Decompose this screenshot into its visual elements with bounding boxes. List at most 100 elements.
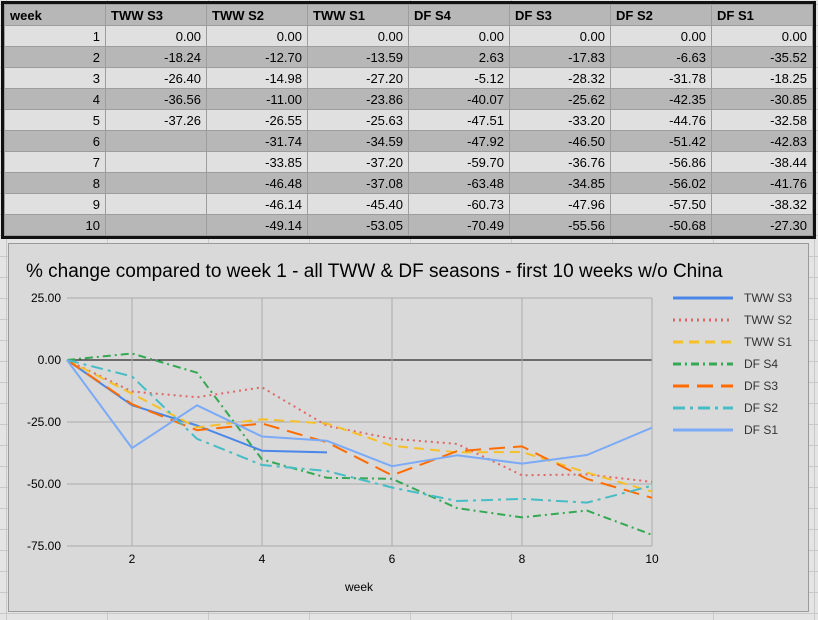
value-cell[interactable]: -42.83 <box>711 130 813 152</box>
value-cell[interactable]: 0.00 <box>610 25 712 47</box>
value-cell[interactable] <box>105 130 207 152</box>
value-cell[interactable]: -44.76 <box>610 109 712 131</box>
chart-series <box>66 352 653 536</box>
chart-grid <box>67 297 653 547</box>
column-header[interactable]: TWW S3 <box>105 4 207 26</box>
value-cell[interactable]: 0.00 <box>509 25 611 47</box>
value-cell[interactable]: -46.14 <box>206 193 308 215</box>
column-header[interactable]: TWW S1 <box>307 4 409 26</box>
value-cell[interactable]: -60.73 <box>408 193 510 215</box>
x-tick-label: 10 <box>645 552 659 566</box>
value-cell[interactable]: -35.52 <box>711 46 813 68</box>
value-cell[interactable]: -47.96 <box>509 193 611 215</box>
value-cell[interactable]: -46.48 <box>206 172 308 194</box>
value-cell[interactable]: -6.63 <box>610 46 712 68</box>
week-cell[interactable]: 1 <box>4 25 106 47</box>
chart-panel[interactable]: 25.00 0.00 -25.00 -50.00 -75.00 2 4 6 8 10 TWW S3… <box>8 243 809 612</box>
value-cell[interactable]: -56.02 <box>610 172 712 194</box>
value-cell[interactable]: -26.40 <box>105 67 207 89</box>
value-cell[interactable]: -36.56 <box>105 88 207 110</box>
value-cell[interactable]: -59.70 <box>408 151 510 173</box>
value-cell[interactable]: -11.00 <box>206 88 308 110</box>
value-cell[interactable]: -34.59 <box>307 130 409 152</box>
value-cell[interactable]: -38.32 <box>711 193 813 215</box>
value-cell[interactable]: -31.74 <box>206 130 308 152</box>
value-cell[interactable]: -27.20 <box>307 67 409 89</box>
value-cell[interactable]: 0.00 <box>206 25 308 47</box>
value-cell[interactable]: -37.26 <box>105 109 207 131</box>
value-cell[interactable]: 0.00 <box>408 25 510 47</box>
column-header[interactable]: week <box>4 4 106 26</box>
value-cell[interactable]: -33.85 <box>206 151 308 173</box>
value-cell[interactable]: -12.70 <box>206 46 308 68</box>
column-header[interactable]: DF S2 <box>610 4 712 26</box>
value-cell[interactable]: -27.30 <box>711 214 813 236</box>
value-cell[interactable]: -13.59 <box>307 46 409 68</box>
value-cell[interactable]: 2.63 <box>408 46 510 68</box>
value-cell[interactable]: -31.78 <box>610 67 712 89</box>
value-cell[interactable]: -38.44 <box>711 151 813 173</box>
table-body: 1 0.00 0.00 0.00 0.00 0.00 0.00 0.00 2 -18.24 -12.… <box>4 25 813 236</box>
value-cell[interactable]: -45.40 <box>307 193 409 215</box>
value-cell[interactable] <box>105 193 207 215</box>
week-cell[interactable]: 2 <box>4 46 106 68</box>
value-cell[interactable]: -30.85 <box>711 88 813 110</box>
x-tick-label: 2 <box>129 552 136 566</box>
week-cell[interactable]: 6 <box>4 130 106 152</box>
value-cell[interactable]: -37.08 <box>307 172 409 194</box>
value-cell[interactable]: -32.58 <box>711 109 813 131</box>
value-cell[interactable] <box>105 151 207 173</box>
value-cell[interactable]: -70.49 <box>408 214 510 236</box>
value-cell[interactable]: -53.05 <box>307 214 409 236</box>
week-cell[interactable]: 8 <box>4 172 106 194</box>
value-cell[interactable]: -18.24 <box>105 46 207 68</box>
value-cell[interactable]: -49.14 <box>206 214 308 236</box>
value-cell[interactable]: 0.00 <box>105 25 207 47</box>
value-cell[interactable]: -57.50 <box>610 193 712 215</box>
week-cell[interactable]: 5 <box>4 109 106 131</box>
value-cell[interactable] <box>105 172 207 194</box>
week-cell[interactable]: 7 <box>4 151 106 173</box>
value-cell[interactable]: -25.62 <box>509 88 611 110</box>
week-cell[interactable]: 3 <box>4 67 106 89</box>
value-cell[interactable]: 0.00 <box>307 25 409 47</box>
value-cell[interactable]: -33.20 <box>509 109 611 131</box>
value-cell[interactable]: -18.25 <box>711 67 813 89</box>
value-cell[interactable]: -25.63 <box>307 109 409 131</box>
value-cell[interactable]: -47.51 <box>408 109 510 131</box>
y-tick-label: -50.00 <box>27 477 61 491</box>
column-header[interactable]: DF S3 <box>509 4 611 26</box>
y-tick-label: 0.00 <box>38 353 62 367</box>
week-cell[interactable]: 9 <box>4 193 106 215</box>
week-cell[interactable]: 10 <box>4 214 106 236</box>
value-cell[interactable]: -36.76 <box>509 151 611 173</box>
value-cell[interactable]: -56.86 <box>610 151 712 173</box>
value-cell[interactable]: -41.76 <box>711 172 813 194</box>
legend-label: DF S1 <box>744 423 778 437</box>
week-cell[interactable]: 4 <box>4 88 106 110</box>
value-cell[interactable]: -40.07 <box>408 88 510 110</box>
column-header[interactable]: DF S4 <box>408 4 510 26</box>
value-cell[interactable]: -14.98 <box>206 67 308 89</box>
value-cell[interactable]: -28.32 <box>509 67 611 89</box>
value-cell[interactable]: -63.48 <box>408 172 510 194</box>
value-cell[interactable]: -55.56 <box>509 214 611 236</box>
column-header[interactable]: DF S1 <box>711 4 813 26</box>
value-cell[interactable] <box>105 214 207 236</box>
value-cell[interactable]: -17.83 <box>509 46 611 68</box>
value-cell[interactable]: -46.50 <box>509 130 611 152</box>
value-cell[interactable]: -51.42 <box>610 130 712 152</box>
value-cell[interactable]: -42.35 <box>610 88 712 110</box>
value-cell[interactable]: -34.85 <box>509 172 611 194</box>
value-cell[interactable]: -47.92 <box>408 130 510 152</box>
value-cell[interactable]: -50.68 <box>610 214 712 236</box>
value-cell[interactable]: -37.20 <box>307 151 409 173</box>
value-cell[interactable]: 0.00 <box>711 25 813 47</box>
series-line-df-s2 <box>66 359 653 504</box>
value-cell[interactable]: -5.12 <box>408 67 510 89</box>
legend-label: TWW S3 <box>744 291 792 305</box>
value-cell[interactable]: -23.86 <box>307 88 409 110</box>
column-header[interactable]: TWW S2 <box>206 4 308 26</box>
legend-label: TWW S2 <box>744 313 792 327</box>
value-cell[interactable]: -26.55 <box>206 109 308 131</box>
